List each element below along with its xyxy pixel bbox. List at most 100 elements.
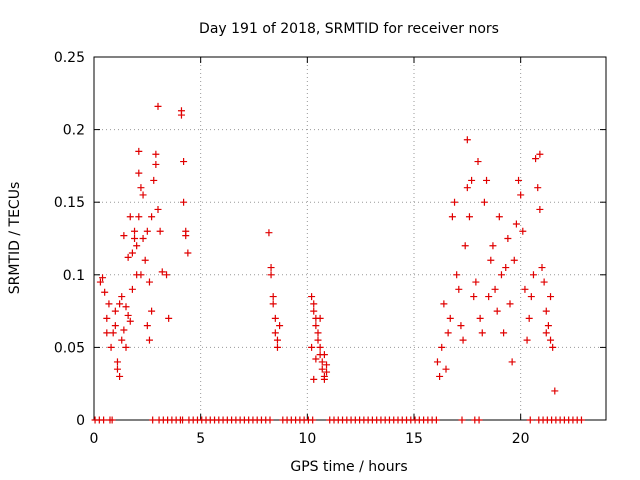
plot-frame [93, 56, 607, 421]
data-point [433, 358, 441, 366]
data-point [135, 169, 143, 177]
data-point [478, 329, 486, 337]
data-point [453, 271, 461, 279]
data-point [312, 322, 320, 330]
data-point [126, 213, 134, 221]
data-point [470, 293, 478, 301]
data-point [122, 343, 130, 351]
data-point [323, 361, 331, 369]
data-point [500, 329, 508, 337]
data-point [122, 303, 130, 311]
data-point [135, 147, 143, 155]
data-point [180, 198, 188, 206]
y-axis-label: SRMTID / TECUs [7, 182, 23, 295]
data-point [152, 160, 160, 168]
data-point [551, 387, 559, 395]
data-point [111, 322, 119, 330]
data-point [269, 293, 277, 301]
data-point [108, 416, 116, 424]
data-point [137, 271, 145, 279]
data-point [446, 314, 454, 322]
data-point [455, 285, 463, 293]
data-point [525, 314, 533, 322]
data-point [150, 176, 158, 184]
data-point [126, 317, 134, 325]
data-point [458, 416, 466, 424]
data-point [113, 358, 121, 366]
data-point [135, 213, 143, 221]
data-point [542, 329, 550, 337]
data-point [320, 351, 328, 359]
data-point [266, 416, 274, 424]
data-point [487, 256, 495, 264]
data-point [143, 322, 151, 330]
data-point [131, 227, 139, 235]
chart-title: Day 191 of 2018, SRMTID for receiver nor… [199, 21, 499, 37]
data-point [148, 307, 156, 315]
data-point [124, 311, 132, 319]
grid [94, 57, 606, 420]
data-point [504, 235, 512, 242]
data-point [312, 355, 320, 363]
data-point [577, 416, 585, 424]
data-point [318, 365, 326, 373]
data-point [489, 242, 497, 250]
data-point [542, 307, 550, 315]
x-tick-label: 15 [405, 431, 423, 447]
y-tick-label: 0.05 [54, 340, 85, 356]
data-point [457, 322, 465, 330]
data-point [180, 158, 188, 166]
data-point [99, 274, 107, 282]
data-point [547, 293, 555, 301]
x-axis-label: GPS time / hours [290, 459, 407, 475]
data-point [128, 285, 136, 293]
data-point [96, 278, 104, 286]
x-tick-label: 10 [298, 431, 316, 447]
data-point [177, 111, 185, 119]
x-tick-label: 20 [512, 431, 530, 447]
data-point [432, 416, 440, 424]
data-point [461, 242, 469, 250]
data-point [526, 416, 534, 424]
data-point [152, 150, 160, 158]
data-point [536, 150, 544, 158]
data-point [472, 278, 480, 286]
data-point [476, 314, 484, 322]
data-point [442, 365, 450, 373]
data-point [506, 300, 514, 308]
data-point [438, 343, 446, 351]
data-point [118, 293, 126, 301]
data-point [497, 271, 505, 279]
data-point [148, 213, 156, 221]
data-point [111, 307, 119, 315]
data-point [527, 293, 535, 301]
data-point [508, 358, 516, 366]
data-point [267, 271, 275, 279]
data-point [493, 307, 501, 315]
data-point [139, 191, 147, 199]
data-point [491, 285, 499, 293]
data-point [451, 198, 459, 206]
data-point [143, 227, 151, 235]
data-point [474, 158, 482, 166]
data-point [131, 235, 139, 242]
data-point [463, 184, 471, 192]
data-point [179, 416, 187, 424]
data-point [483, 176, 491, 184]
y-tick-label: 0.1 [63, 268, 85, 284]
data-point [538, 264, 546, 272]
data-point [158, 268, 166, 276]
data-point [101, 288, 109, 296]
data-point [182, 232, 190, 240]
data-point [459, 336, 467, 344]
data-point [436, 372, 444, 380]
data-point [154, 102, 162, 110]
data-point [109, 329, 117, 337]
data-point [310, 307, 318, 315]
y-tick-label: 0 [76, 413, 85, 429]
data-point [139, 235, 147, 242]
data-point [100, 416, 108, 424]
data-point [448, 213, 456, 221]
axis-ticks: 0 0.05 0.1 0.15 0.2 0.25 0 5 10 15 20 [54, 50, 606, 447]
data-point [463, 136, 471, 144]
